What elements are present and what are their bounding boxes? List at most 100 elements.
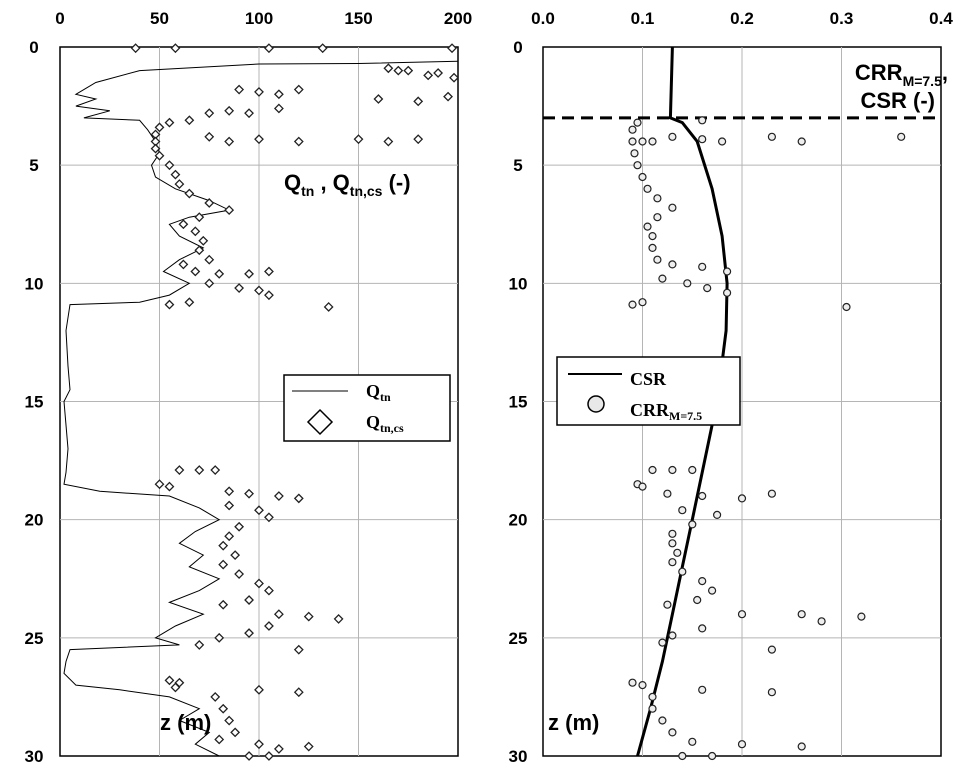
qtn-cs-point — [403, 65, 414, 76]
crr-point — [628, 678, 637, 687]
crr-point — [797, 137, 806, 146]
qtn-cs-point — [264, 43, 274, 54]
legend-diamond-swatch-qtn-cs — [306, 408, 334, 436]
crr-point — [633, 118, 642, 127]
crr-point — [897, 132, 906, 141]
right-x-tick-labels: 0.0 0.1 0.2 0.3 0.4 — [531, 9, 953, 28]
left-x-tick-label: 50 — [150, 9, 169, 28]
crr-point — [797, 610, 806, 619]
crr-point — [648, 243, 657, 252]
right-panel: 0.0 0.1 0.2 0.3 0.4 0 5 10 15 20 25 30 CRRM=7.5, C… — [509, 9, 954, 765]
qtn-cs-point — [150, 143, 161, 154]
qtn-cs-point — [224, 486, 235, 497]
qtn-cs-point — [190, 266, 201, 277]
qtn-cs-point — [293, 644, 304, 655]
left-panel: 0 50 100 150 200 0 5 10 15 20 25 30 Qtn , Qtn,cs (… — [25, 9, 473, 765]
qtn-cs-point — [254, 505, 264, 516]
qtn-cs-point — [218, 599, 229, 610]
crr-point — [683, 279, 692, 288]
qtn-cs-point — [333, 614, 344, 624]
crr-point — [668, 203, 677, 212]
crr-point — [698, 624, 707, 633]
qtn-cs-point — [244, 595, 254, 605]
qtn-cs-point — [224, 500, 235, 511]
right-x-tick-label: 0.4 — [929, 9, 953, 28]
left-y-tick-label: 20 — [25, 511, 44, 530]
crr-point — [737, 610, 747, 619]
qtn-cs-point — [254, 684, 264, 695]
crr-point — [698, 685, 707, 694]
qtn-cs-point — [164, 160, 175, 171]
left-x-tick-label: 100 — [245, 9, 273, 28]
qtn-cs-point — [273, 103, 284, 114]
qtn-cs-point — [174, 465, 185, 475]
legend-label-qtn: Qtn — [366, 381, 391, 404]
right-y-tick-label: 30 — [509, 747, 528, 765]
crr-point — [698, 576, 707, 586]
left-y-tick-label: 15 — [25, 393, 44, 412]
qtn-cs-point — [293, 84, 304, 95]
crr-point — [668, 465, 677, 475]
qtn-cs-point — [230, 550, 241, 561]
qtn-cs-point — [449, 72, 459, 83]
left-y-tick-label: 5 — [29, 156, 38, 175]
qtn-cs-point — [293, 687, 304, 698]
left-x-tick-label: 200 — [444, 9, 472, 28]
qtn-cs-point — [170, 43, 181, 54]
legend-circle-swatch-crr — [587, 395, 605, 413]
left-y-tick-label: 30 — [25, 747, 44, 765]
crr-point — [658, 274, 667, 283]
qtn-cs-point — [224, 105, 235, 116]
crr-point — [628, 300, 637, 309]
qtn-cs-point — [170, 682, 181, 693]
crr-point — [688, 737, 697, 746]
crr-point — [643, 184, 652, 193]
qtn-cs-point — [178, 219, 189, 230]
qtn-cs-point — [164, 481, 175, 492]
crr-point — [703, 284, 712, 293]
crr-point — [698, 491, 707, 501]
qtn-cs-point — [164, 299, 175, 310]
crr-point — [648, 704, 657, 713]
qtn-cs-point — [224, 205, 235, 215]
qtn-cs-point — [204, 198, 215, 208]
crr-point — [737, 494, 747, 503]
series-line-qtn — [63, 60, 459, 757]
qtn-cs-point — [323, 302, 334, 312]
right-annotation-line1: CRRM=7.5, — [855, 60, 948, 89]
crr-point — [767, 645, 777, 654]
crr-point — [628, 125, 637, 134]
right-y-tick-label: 25 — [509, 629, 528, 648]
crr-point — [630, 149, 639, 158]
qtn-cs-point — [190, 226, 201, 237]
crr-point — [628, 137, 637, 146]
qtn-cs-point — [218, 559, 229, 570]
right-y-tick-label: 5 — [513, 156, 522, 175]
crr-point — [658, 638, 667, 647]
crr-point — [693, 595, 702, 605]
crr-point — [678, 567, 687, 576]
crr-point — [717, 137, 727, 146]
crr-point — [638, 172, 647, 182]
qtn-cs-point — [273, 89, 284, 100]
right-y-tick-label: 15 — [509, 393, 528, 412]
crr-point — [668, 529, 677, 538]
crr-point — [638, 298, 647, 307]
qtn-cs-point — [264, 751, 274, 761]
crr-point — [722, 267, 732, 276]
qtn-cs-point — [204, 278, 215, 289]
qtn-cs-point — [244, 108, 254, 119]
qtn-cs-point — [234, 84, 245, 95]
qtn-cs-point — [214, 268, 225, 279]
right-y-tick-label: 0 — [513, 38, 522, 57]
qtn-cs-point — [204, 108, 215, 119]
qtn-cs-point — [423, 70, 434, 81]
qtn-cs-point — [264, 585, 274, 596]
crr-point — [797, 742, 806, 751]
crr-point — [653, 194, 662, 203]
crr-point — [643, 222, 652, 231]
legend-label-csr: CSR — [630, 369, 667, 389]
qtn-cs-point — [170, 169, 181, 180]
qtn-cs-point — [218, 540, 229, 551]
